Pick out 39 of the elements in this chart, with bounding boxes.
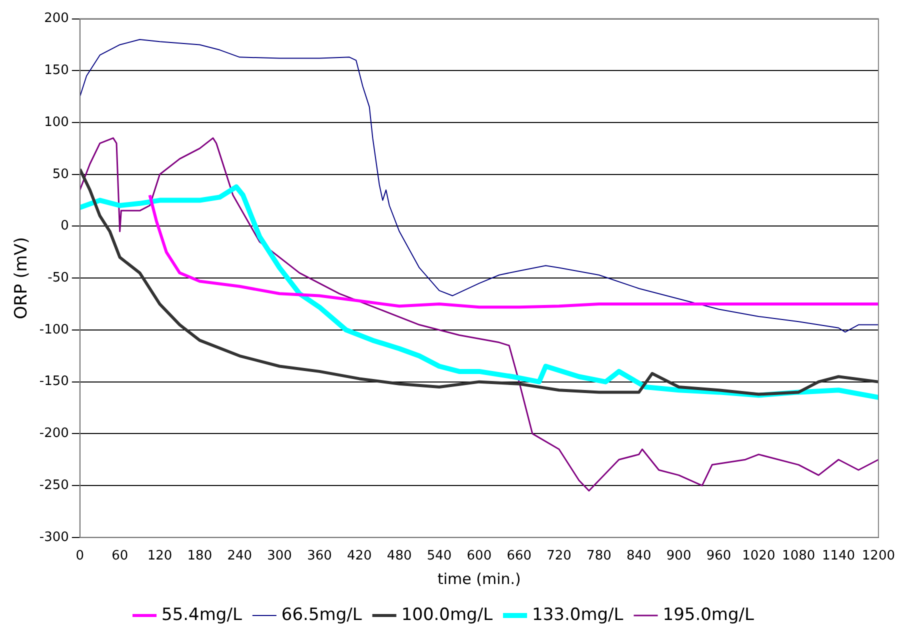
y-tick-label: 100 [44,114,69,130]
x-tick-label: 600 [466,548,492,564]
x-tick-label: 360 [307,548,332,564]
x-tick-label: 900 [666,548,692,564]
x-tick-label: 1140 [822,548,856,564]
y-tick-label: -300 [39,530,69,545]
x-tick-label: 840 [626,548,652,564]
y-tick-label: -150 [39,374,69,390]
y-tick-label: -100 [39,322,69,338]
y-tick-label: 0 [60,218,69,234]
legend-label: 100.0mg/L [401,604,494,625]
y-axis-title: ORP (mV) [12,236,32,320]
x-tick-label: 120 [147,548,172,564]
x-tick-label: 240 [227,548,252,564]
y-tick-label: 50 [52,166,69,182]
y-tick-label: -50 [48,270,69,286]
x-tick-label: 540 [426,548,452,564]
y-tick-label: -200 [39,426,69,442]
x-tick-label: 660 [506,548,532,564]
x-tick-label: 0 [76,548,84,564]
x-tick-label: 1080 [782,548,816,564]
x-axis-title: time (min.) [437,570,521,588]
y-tick-label: -250 [39,478,69,493]
x-tick-label: 480 [386,548,412,564]
x-tick-label: 180 [187,548,212,564]
x-tick-label: 960 [706,548,732,564]
y-tick-label: 200 [44,11,69,26]
legend-label: 195.0mg/L [662,604,755,625]
legend-label: 66.5mg/L [281,604,362,625]
x-tick-label: 1200 [862,548,896,564]
x-tick-label: 1020 [742,548,776,564]
x-tick-label: 300 [267,548,292,564]
x-tick-label: 780 [586,548,612,564]
x-tick-label: 420 [346,548,372,564]
y-tick-label: 150 [44,63,69,78]
legend-label: 55.4mg/L [162,604,242,625]
legend-label: 133.0mg/L [532,604,624,625]
x-tick-label: 720 [546,548,572,564]
x-tick-label: 60 [112,548,128,564]
